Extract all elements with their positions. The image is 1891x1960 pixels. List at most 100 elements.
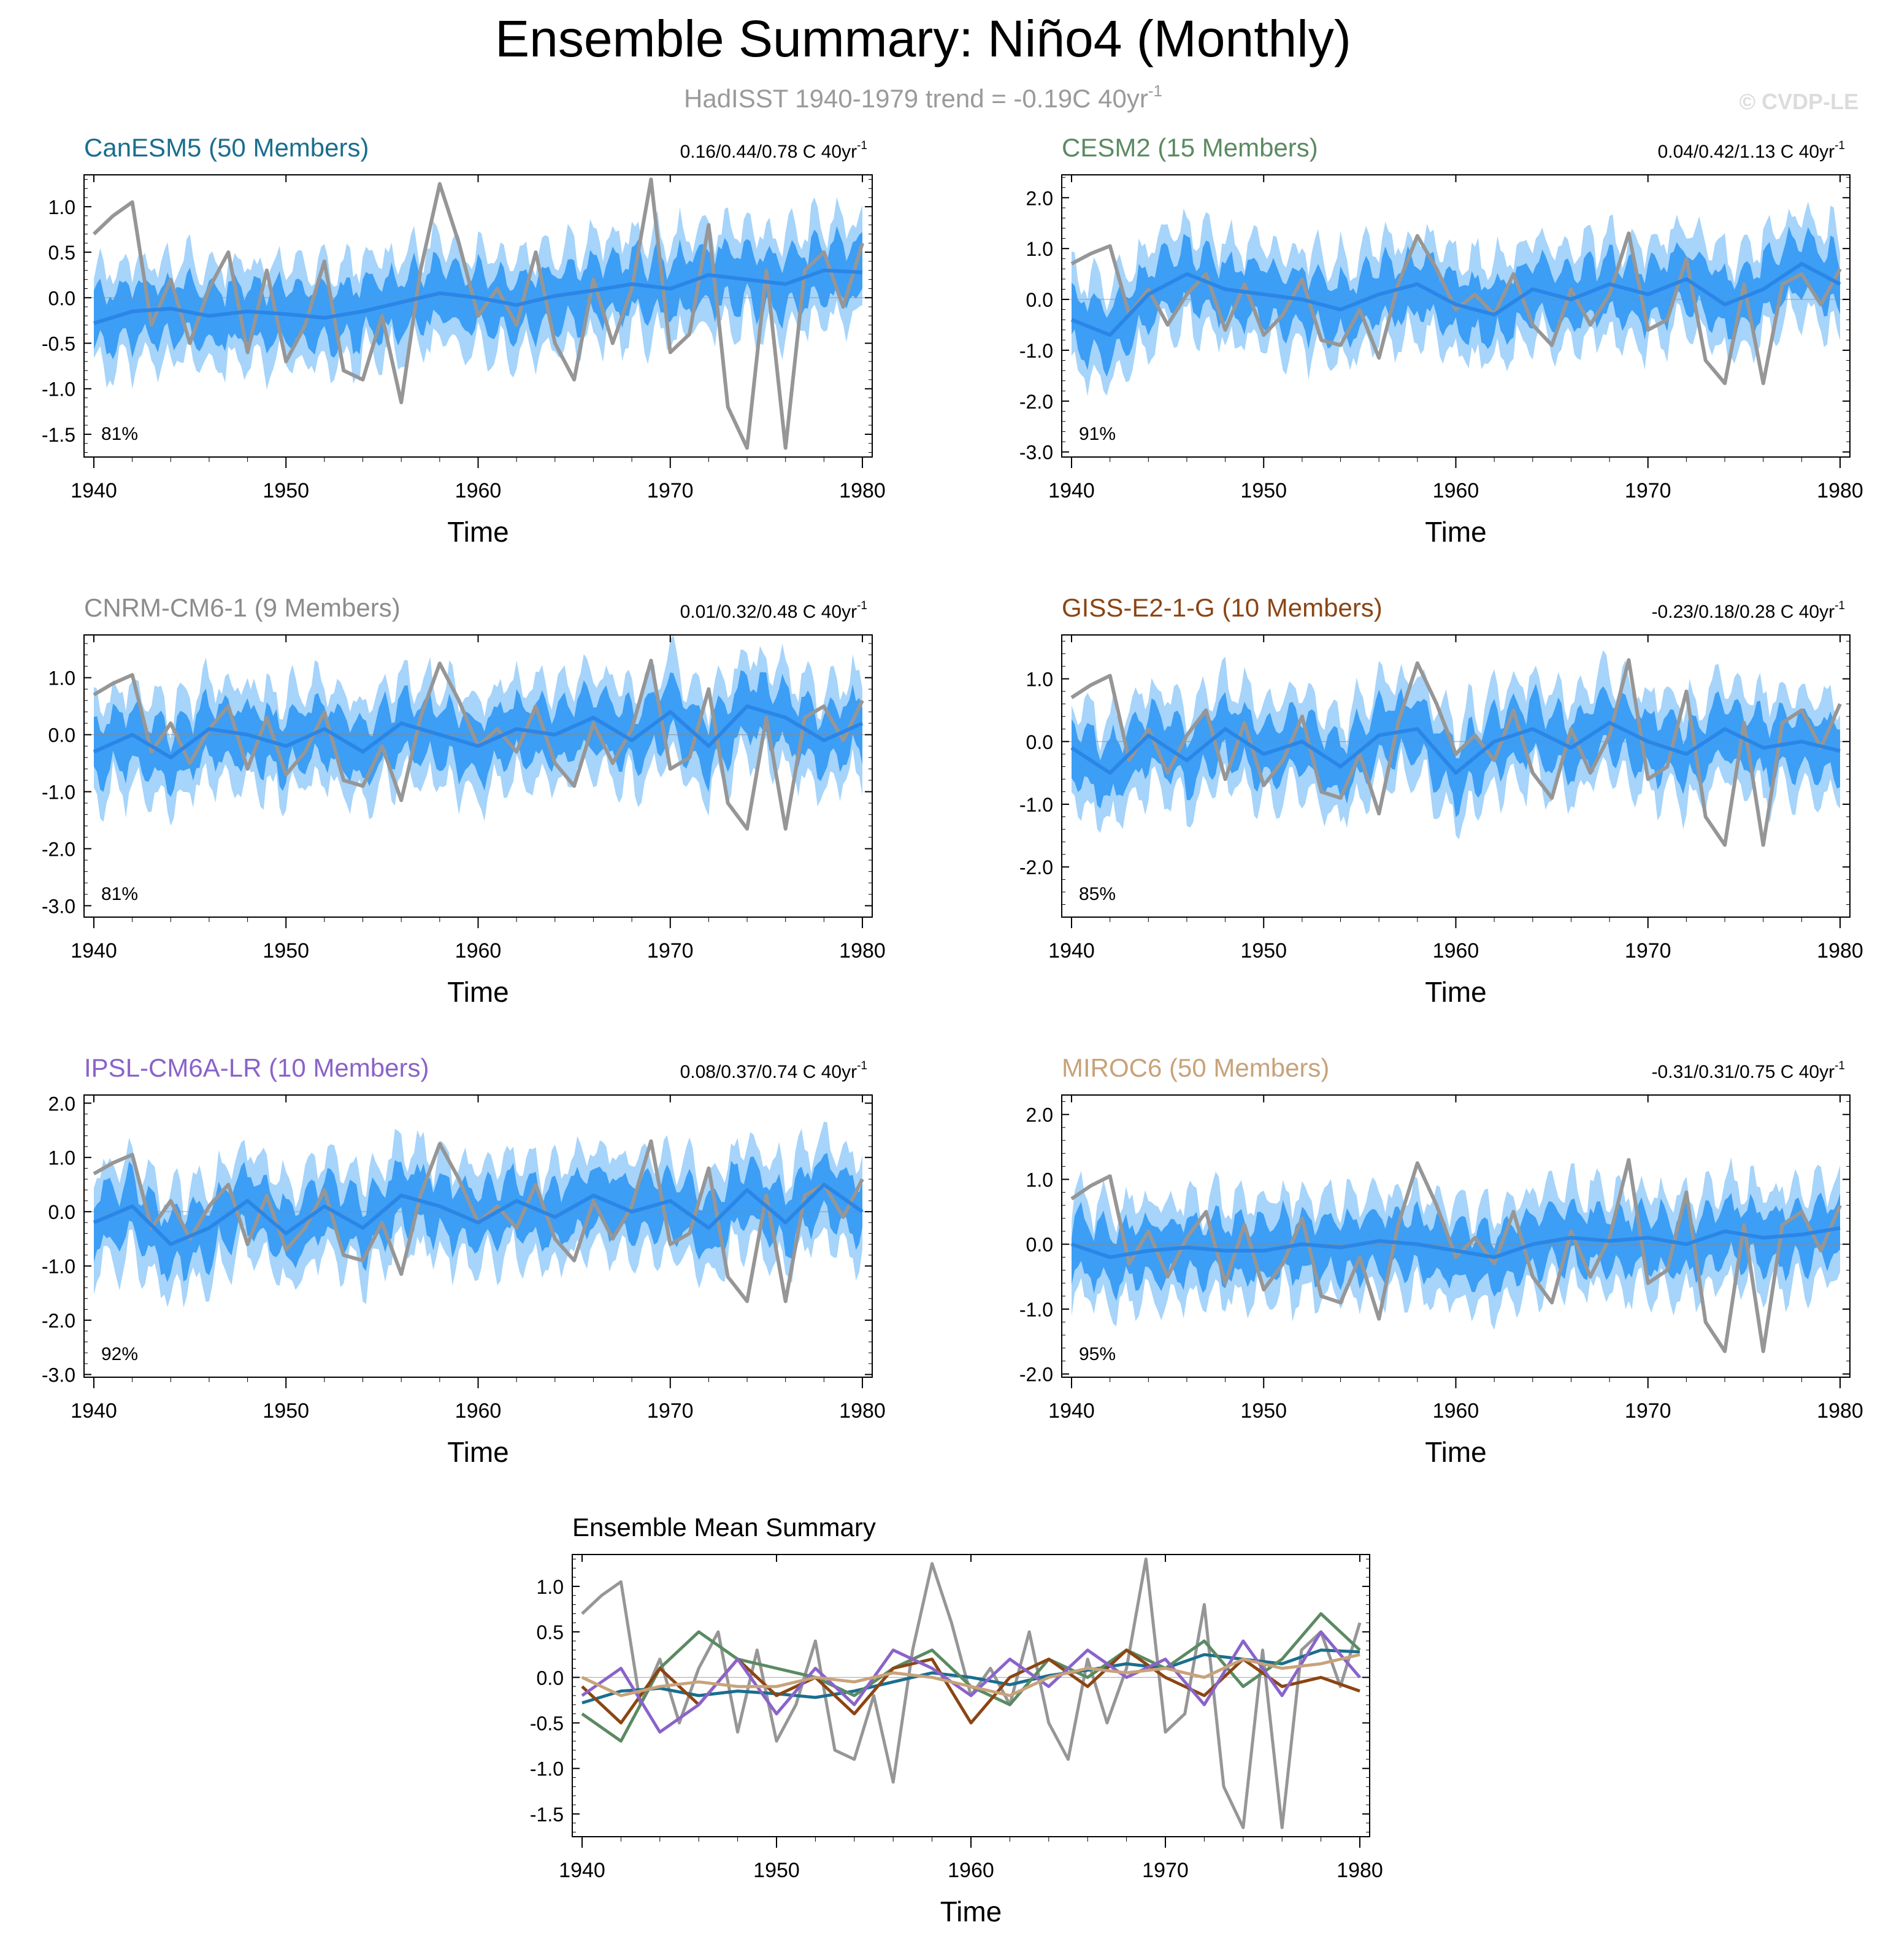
y-tick-label: 1.0 — [48, 1147, 75, 1169]
y-tick-label: -3.0 — [42, 1364, 75, 1386]
panel-cesm2: CESM2 (15 Members) 0.04/0.42/1.13 C 40yr-… — [1019, 133, 1863, 548]
series-line-ipsl-cm6a-lr — [581, 1630, 1361, 1734]
trend-superscript: -1 — [1835, 139, 1845, 152]
y-tick-label: -0.5 — [42, 333, 75, 355]
figure-subtitle: HadISST 1940-1979 trend = -0.19C 40yr-1 — [684, 82, 1162, 113]
y-tick-label: 0.0 — [48, 724, 75, 747]
x-tick-label: 1950 — [1240, 939, 1287, 963]
y-tick-label: -2.0 — [42, 838, 75, 860]
y-tick-label: 2.0 — [1026, 187, 1053, 209]
y-tick-label: -1.0 — [1019, 340, 1053, 362]
ensemble-mean-line — [93, 268, 863, 325]
trend-text: -0.23/0.18/0.28 C 40yr — [1652, 602, 1835, 622]
trend-label: -0.23/0.18/0.28 C 40yr-1 — [1652, 599, 1845, 622]
y-tick-label: -0.5 — [530, 1713, 564, 1735]
percent-label: 91% — [1079, 424, 1116, 444]
x-tick-label: 1940 — [71, 479, 117, 502]
x-tick-label: 1950 — [263, 479, 309, 502]
x-tick-label: 1950 — [753, 1859, 800, 1882]
x-tick-label: 1960 — [1433, 479, 1479, 502]
x-axis-label: Time — [1425, 1436, 1487, 1468]
plot-area — [84, 177, 872, 450]
trend-text: 0.08/0.37/0.74 C 40yr — [680, 1062, 857, 1082]
plot-area — [1062, 1157, 1850, 1353]
x-tick-label: 1950 — [263, 1399, 309, 1423]
panel-title: MIROC6 (50 Members) — [1062, 1053, 1329, 1082]
x-tick-label: 1980 — [839, 939, 886, 963]
observations-line — [1070, 1158, 1842, 1353]
ensemble-mean-line — [1070, 262, 1841, 337]
x-tick-label: 1970 — [1625, 1399, 1671, 1423]
x-tick-label: 1980 — [1817, 479, 1863, 502]
y-tick-label: -1.0 — [42, 379, 75, 401]
ensemble-mean-line — [1070, 721, 1841, 775]
x-tick-label: 1970 — [647, 479, 694, 502]
x-tick-label: 1950 — [263, 939, 309, 963]
trend-label: -0.31/0.31/0.75 C 40yr-1 — [1652, 1059, 1845, 1082]
y-tick-label: 1.0 — [48, 196, 75, 218]
y-tick-label: 0.0 — [48, 1201, 75, 1223]
x-tick-label: 1970 — [647, 939, 694, 963]
series-line-hadisst — [581, 1557, 1362, 1829]
panel-title: CanESM5 (50 Members) — [84, 133, 369, 162]
x-axis-label: Time — [1425, 976, 1487, 1008]
y-tick-label: -2.0 — [1019, 391, 1053, 413]
panel-giss-e2-1-g: GISS-E2-1-G (10 Members) -0.23/0.18/0.28 … — [1019, 593, 1863, 1008]
panel-title: IPSL-CM6A-LR (10 Members) — [84, 1053, 429, 1082]
y-tick-label: -3.0 — [1019, 442, 1053, 464]
percent-label: 85% — [1079, 884, 1116, 904]
y-tick-label: -1.5 — [530, 1804, 564, 1826]
figure-title: Ensemble Summary: Niño4 (Monthly) — [495, 10, 1351, 67]
trend-text: 0.16/0.44/0.78 C 40yr — [680, 142, 857, 162]
subtitle-superscript: -1 — [1148, 82, 1162, 100]
trend-label: 0.01/0.32/0.48 C 40yr-1 — [680, 599, 867, 622]
x-tick-label: 1970 — [1142, 1859, 1189, 1882]
plot-area — [1062, 201, 1850, 396]
inner-spread-band — [1072, 226, 1840, 377]
y-tick-label: 1.0 — [1026, 669, 1053, 691]
panel-title: CESM2 (15 Members) — [1062, 133, 1318, 162]
y-tick-label: 1.0 — [537, 1576, 564, 1598]
y-tick-label: 2.0 — [48, 1093, 75, 1115]
x-tick-label: 1960 — [455, 939, 502, 963]
trend-text: -0.31/0.31/0.75 C 40yr — [1652, 1062, 1835, 1082]
series-line-canesm5 — [581, 1648, 1360, 1705]
ensemble-mean-line — [93, 1183, 864, 1247]
trend-superscript: -1 — [857, 599, 867, 612]
x-tick-label: 1940 — [71, 939, 117, 963]
percent-label: 81% — [101, 884, 138, 904]
y-tick-label: 1.0 — [1026, 1169, 1053, 1191]
x-tick-label: 1960 — [455, 479, 502, 502]
plot-area — [1062, 650, 1850, 847]
ensemble-mean-line — [1071, 1226, 1841, 1259]
y-tick-label: 0.0 — [48, 287, 75, 309]
y-tick-label: -1.0 — [1019, 1299, 1053, 1321]
observations-line — [1070, 658, 1842, 847]
x-axis-label: Time — [447, 1436, 509, 1468]
percent-label: 92% — [101, 1344, 138, 1364]
outer-spread-band — [1072, 650, 1840, 840]
panel-canesm5: CanESM5 (50 Members) 0.16/0.44/0.78 C 40y… — [42, 133, 886, 548]
plot-area — [84, 635, 872, 831]
trend-text: 0.01/0.32/0.48 C 40yr — [680, 602, 857, 622]
ensemble-mean-line — [93, 704, 864, 759]
x-tick-label: 1980 — [839, 479, 886, 502]
watermark: © CVDP-LE — [1739, 89, 1858, 114]
y-tick-label: 0.0 — [1026, 731, 1053, 753]
inner-spread-band — [94, 670, 862, 797]
y-tick-label: -1.0 — [42, 1256, 75, 1278]
percent-label: 81% — [101, 424, 138, 444]
inner-spread-band — [1072, 683, 1840, 818]
x-axis-label: Time — [447, 516, 509, 548]
x-tick-label: 1960 — [1433, 1399, 1479, 1423]
y-tick-label: 1.0 — [48, 667, 75, 690]
percent-label: 95% — [1079, 1344, 1116, 1364]
y-tick-label: -1.0 — [530, 1758, 564, 1780]
x-tick-label: 1950 — [1240, 1399, 1287, 1423]
y-tick-label: -2.0 — [42, 1310, 75, 1332]
panel-title: GISS-E2-1-G (10 Members) — [1062, 593, 1383, 622]
panel-ipsl-cm6a-lr: IPSL-CM6A-LR (10 Members) 0.08/0.37/0.74 … — [42, 1053, 886, 1468]
y-tick-label: -1.5 — [42, 424, 75, 446]
x-tick-label: 1980 — [1817, 1399, 1863, 1423]
plot-area — [572, 1557, 1370, 1829]
